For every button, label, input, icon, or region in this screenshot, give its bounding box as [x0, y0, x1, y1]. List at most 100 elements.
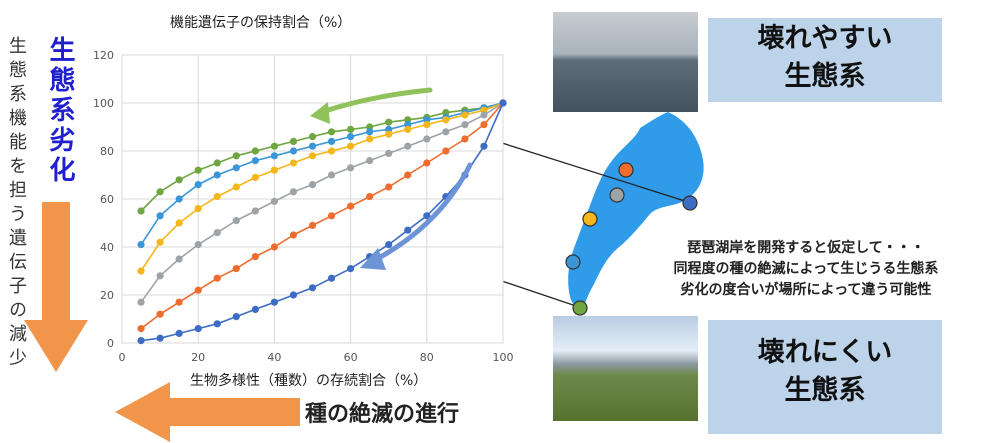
- lake-point-orange: [618, 162, 634, 178]
- series-point-4: [308, 221, 317, 229]
- series-point-5: [308, 284, 317, 292]
- series-point-3: [366, 157, 374, 165]
- series-point-3: [251, 207, 259, 215]
- series-point-4: [213, 274, 221, 282]
- series-point-3: [194, 241, 202, 249]
- series-point-4: [366, 193, 374, 201]
- series-point-3: [442, 128, 450, 136]
- series-point-0: [194, 166, 202, 174]
- series-point-5: [327, 274, 336, 282]
- green-trend-arrow: [319, 87, 433, 115]
- series-point-2: [423, 121, 431, 129]
- series-point-1: [137, 241, 145, 249]
- lake-point-green: [572, 300, 588, 316]
- series-point-1: [232, 164, 240, 172]
- series-point-1: [289, 147, 298, 155]
- badge-top-line2: 生態系: [784, 61, 866, 92]
- y-tick-label: 40: [100, 241, 114, 254]
- series-point-2: [194, 205, 202, 213]
- series-point-0: [175, 176, 183, 184]
- lake-caption: 琵琶湖岸を開発すると仮定して・・・ 同程度の種の絶滅によって生じうる生態系 劣化…: [612, 238, 1000, 301]
- y-tick-label: 60: [100, 193, 114, 206]
- series-point-5: [270, 298, 278, 306]
- series-point-1: [347, 133, 355, 141]
- series-point-4: [404, 171, 412, 179]
- series-point-1: [327, 137, 336, 145]
- x-tick-label: 60: [344, 351, 358, 364]
- down-orange-arrow: [24, 202, 88, 372]
- series-point-0: [270, 142, 278, 150]
- lake-point-lightblue: [565, 254, 581, 270]
- y-tick-label: 20: [100, 289, 114, 302]
- lake-caption-line2: 同程度の種の絶滅によって生じうる生態系: [673, 261, 939, 277]
- photo-fragile-lakeshore: [553, 12, 698, 112]
- series-point-2: [385, 130, 393, 138]
- series-point-0: [347, 125, 355, 133]
- series-point-0: [137, 207, 145, 215]
- chart-x-axis-title: 生物多様性（種数）の存続割合（%）: [190, 373, 428, 389]
- series-point-2: [232, 183, 240, 191]
- series-point-3: [175, 255, 183, 263]
- series-point-2: [327, 147, 336, 155]
- series-point-2: [156, 238, 164, 246]
- series-point-1: [175, 195, 183, 203]
- series-point-5: [289, 291, 298, 299]
- series-point-0: [156, 188, 164, 196]
- lake-point-darkblue: [682, 195, 698, 211]
- series-point-4: [251, 253, 259, 261]
- series-point-5: [194, 325, 202, 333]
- series-point-2: [213, 193, 221, 201]
- chart-y-axis-title: 機能遺伝子の保持割合（%）: [170, 15, 352, 31]
- badge-bot-line1: 壊れにくい: [757, 337, 893, 368]
- photo-robust-lakeshore: [553, 316, 698, 421]
- series-point-1: [194, 181, 202, 189]
- badge-robust-ecosystem: 壊れにくい 生態系: [708, 320, 942, 434]
- x-tick-label: 80: [420, 351, 434, 364]
- series-point-0: [308, 133, 317, 141]
- x-tick-label: 0: [119, 351, 126, 364]
- lake-point-yellow: [582, 211, 598, 227]
- series-point-3: [308, 181, 317, 189]
- series-point-3: [480, 111, 488, 119]
- series-point-3: [232, 217, 240, 225]
- series-point-2: [442, 116, 450, 124]
- series-point-0: [385, 118, 393, 126]
- blue-trend-arrowhead: [360, 248, 386, 270]
- blue-trend-arrow: [372, 162, 473, 263]
- series-point-1: [251, 157, 259, 165]
- x-tick-label: 100: [493, 351, 514, 364]
- series-point-5: [232, 313, 240, 321]
- series-point-1: [156, 212, 164, 220]
- series-point-3: [327, 171, 336, 179]
- series-point-4: [461, 135, 469, 143]
- lake-caption-line3: 劣化の度合いが場所によって違う可能性: [680, 282, 932, 298]
- series-point-2: [461, 111, 469, 119]
- series-point-5: [385, 241, 393, 249]
- series-point-2: [404, 125, 412, 133]
- series-point-4: [385, 183, 393, 191]
- series-point-5: [423, 212, 431, 220]
- series-point-4: [423, 159, 431, 167]
- series-point-5: [499, 99, 507, 107]
- series-point-4: [194, 286, 202, 294]
- series-point-5: [480, 142, 488, 150]
- series-point-2: [251, 173, 259, 181]
- series-point-4: [480, 121, 488, 129]
- series-point-1: [308, 142, 317, 150]
- y-tick-label: 80: [100, 145, 114, 158]
- lake-point-gray: [609, 187, 625, 203]
- series-point-0: [327, 128, 336, 136]
- series-point-2: [175, 219, 183, 227]
- series-point-3: [385, 149, 393, 157]
- y-tick-label: 0: [107, 337, 114, 350]
- series-point-3: [461, 121, 469, 129]
- series-point-2: [347, 142, 355, 150]
- series-point-3: [137, 298, 145, 306]
- x-tick-label: 20: [191, 351, 205, 364]
- series-point-2: [308, 152, 317, 160]
- series-point-5: [213, 320, 221, 328]
- series-point-3: [289, 188, 298, 196]
- series-point-1: [270, 152, 278, 160]
